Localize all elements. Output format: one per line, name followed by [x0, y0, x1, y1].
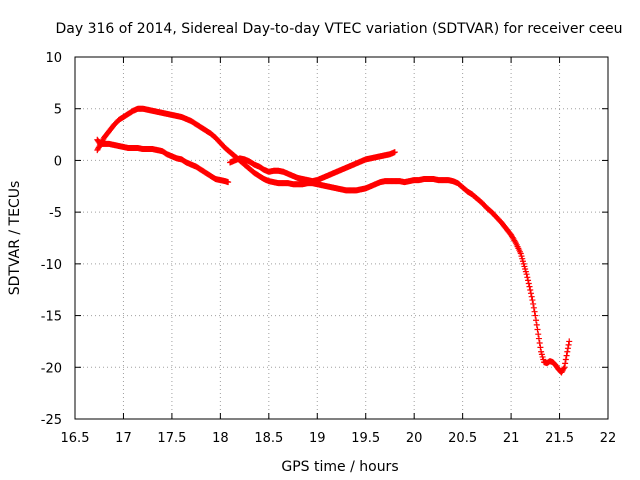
- x-tick-label: 21: [503, 431, 520, 446]
- x-tick-label: 19.5: [351, 431, 380, 446]
- data-point: [534, 326, 541, 333]
- y-axis-label: SDTVAR / TECUs: [7, 181, 23, 296]
- x-tick-label: 18.5: [254, 431, 283, 446]
- data-point: [527, 290, 534, 297]
- x-tick-label: 18: [212, 431, 229, 446]
- data-point: [525, 280, 532, 287]
- y-tick-label: 0: [54, 154, 62, 169]
- data-point: [512, 238, 519, 245]
- data-point: [533, 317, 540, 324]
- y-tick-label: -5: [49, 206, 62, 221]
- plot-area: [94, 105, 573, 376]
- chart-title: Day 316 of 2014, Sidereal Day-to-day VTE…: [55, 21, 622, 37]
- plot-frame: [74, 56, 609, 420]
- grid: [75, 57, 608, 419]
- x-tick-label: 20: [406, 431, 423, 446]
- data-point: [561, 364, 568, 371]
- data-point: [535, 335, 542, 342]
- data-point: [524, 274, 531, 281]
- x-tick-label: 21.5: [545, 431, 574, 446]
- data-point: [530, 304, 537, 311]
- data-point: [562, 360, 569, 367]
- data-point: [525, 277, 532, 284]
- data-point: [527, 286, 534, 293]
- data-point: [533, 321, 540, 328]
- data-point: [532, 312, 539, 319]
- y-tick-label: -15: [41, 310, 62, 325]
- data-point: [563, 352, 570, 359]
- x-axis: 16.5 17 17.5 18 18.5 19 19.5 20 20.5 21 21.5 22: [61, 57, 617, 446]
- data-point: [523, 271, 530, 278]
- x-axis-label: GPS time / hours: [281, 459, 398, 475]
- data-point: [530, 300, 537, 307]
- x-tick-label: 16.5: [61, 431, 90, 446]
- x-tick-label: 19: [309, 431, 326, 446]
- data-point: [529, 297, 536, 304]
- y-tick-label: 5: [54, 103, 62, 118]
- data-point: [566, 338, 573, 345]
- data-point: [528, 293, 535, 300]
- data-point: [391, 149, 398, 156]
- x-tick-label: 17: [115, 431, 132, 446]
- y-tick-label: -25: [41, 413, 62, 428]
- data-point: [531, 308, 538, 315]
- data-point: [526, 283, 533, 290]
- y-tick-label: -20: [41, 361, 62, 376]
- y-tick-label: -10: [41, 258, 62, 273]
- data-point: [564, 348, 571, 355]
- data-point: [536, 339, 543, 346]
- data-point: [535, 331, 542, 338]
- data-point: [565, 341, 572, 348]
- data-point: [537, 344, 544, 351]
- data-point: [225, 179, 232, 186]
- data-series: [94, 136, 232, 186]
- data-series: [227, 149, 398, 185]
- y-axis: -25 -20 -15 -10 -5 0 5 10: [41, 51, 608, 428]
- x-tick-label: 20.5: [448, 431, 477, 446]
- data-series: [94, 105, 573, 376]
- data-point: [562, 356, 569, 363]
- x-tick-label: 22: [600, 431, 617, 446]
- data-point: [560, 365, 567, 372]
- y-tick-label: 10: [45, 51, 62, 66]
- data-point: [564, 345, 571, 352]
- x-tick-label: 17.5: [157, 431, 186, 446]
